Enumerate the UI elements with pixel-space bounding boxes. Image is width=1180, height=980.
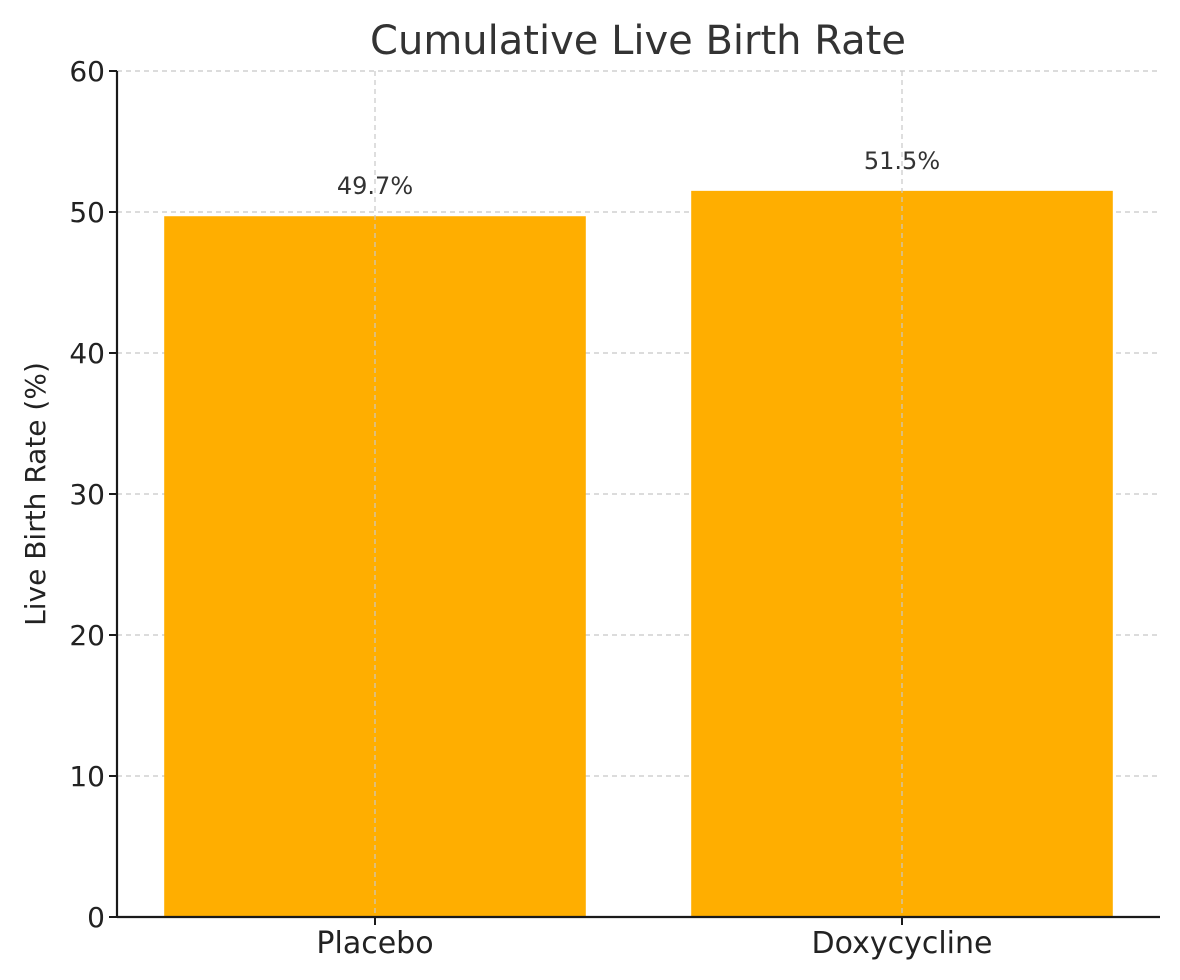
bar-value-label: 49.7% — [337, 172, 413, 200]
data-labels: 49.7% 51.5% — [337, 147, 940, 200]
y-tick-label: 50 — [69, 196, 105, 229]
x-tick-label: Placebo — [316, 926, 433, 961]
y-tick-label: 40 — [69, 337, 105, 370]
x-tick-label: Doxycycline — [812, 926, 993, 961]
x-ticks: Placebo Doxycycline — [316, 917, 992, 961]
bars — [164, 71, 1113, 918]
y-tick-label: 20 — [69, 619, 105, 652]
y-tick-label: 0 — [87, 901, 105, 934]
y-axis-label: Live Birth Rate (%) — [19, 362, 52, 626]
bar-value-label: 51.5% — [864, 147, 940, 175]
chart-title: Cumulative Live Birth Rate — [370, 18, 906, 64]
y-tick-label: 60 — [69, 55, 105, 88]
y-tick-label: 30 — [69, 478, 105, 511]
y-tick-label: 10 — [69, 760, 105, 793]
y-ticks: 0 10 20 30 40 50 60 — [69, 55, 117, 934]
